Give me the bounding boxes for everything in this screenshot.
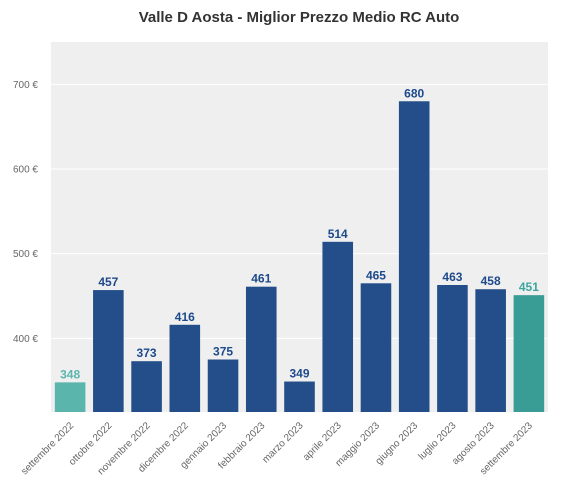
data-label: 458 xyxy=(481,274,501,288)
x-tick-label: settembre 2022 xyxy=(19,420,76,477)
chart-title: Valle D Aosta - Miglior Prezzo Medio RC … xyxy=(139,9,460,26)
bar xyxy=(360,283,392,412)
bars xyxy=(54,101,545,412)
data-label: 465 xyxy=(366,268,386,282)
y-tick-label: 500 € xyxy=(13,249,38,260)
bar xyxy=(169,324,201,412)
bar xyxy=(322,241,354,412)
data-label: 375 xyxy=(213,345,233,359)
x-tick-label: marzo 2023 xyxy=(260,420,305,465)
y-axis-ticks: 400 € 500 € 600 € 700 € xyxy=(13,80,38,345)
bar xyxy=(131,361,162,412)
data-label: 461 xyxy=(251,272,271,286)
value-labels: 348 457 373 416 375 461 349 514 465 680 463 458 451 xyxy=(60,86,539,381)
plot-area xyxy=(51,42,548,412)
bar xyxy=(284,381,315,412)
y-tick-label: 700 € xyxy=(13,80,38,91)
bar xyxy=(54,382,86,412)
data-label: 348 xyxy=(60,367,80,381)
bar xyxy=(93,290,124,412)
data-label: 457 xyxy=(98,275,118,289)
bar xyxy=(513,295,545,412)
data-label: 373 xyxy=(137,346,157,360)
y-tick-label: 400 € xyxy=(13,334,38,345)
bar xyxy=(245,286,277,412)
data-label: 514 xyxy=(328,227,348,241)
bar xyxy=(398,101,430,412)
y-tick-label: 600 € xyxy=(13,165,38,176)
data-label: 463 xyxy=(442,270,462,284)
data-label: 451 xyxy=(519,280,539,294)
bar xyxy=(207,359,239,412)
data-label: 349 xyxy=(289,367,309,381)
data-label: 416 xyxy=(175,310,195,324)
bar xyxy=(437,284,468,412)
bar xyxy=(475,289,506,412)
data-label: 680 xyxy=(404,86,424,100)
